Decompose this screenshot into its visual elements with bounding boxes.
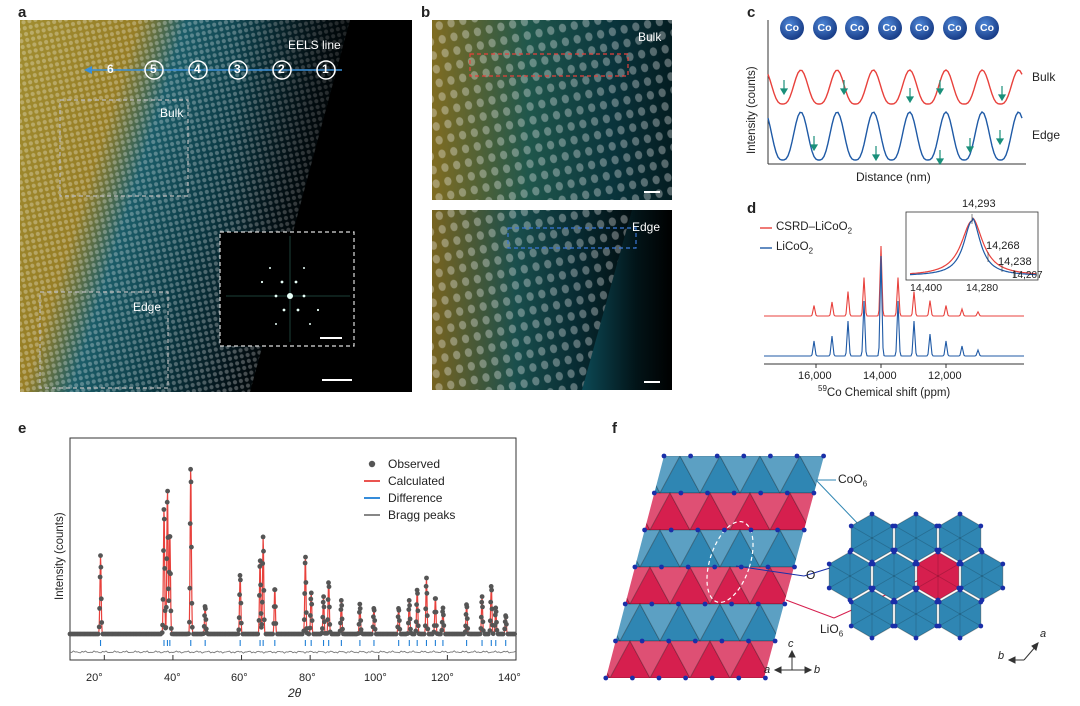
xtick-16000: 16,000: [798, 370, 832, 382]
axis-b-label-left: b: [814, 664, 821, 676]
axis-a-label-left: a: [764, 664, 771, 676]
eels-pos-6: 6: [107, 62, 114, 76]
co-atom: Co: [942, 16, 967, 40]
co-atom: Co: [780, 16, 804, 40]
e-xtick-20: 20°: [86, 672, 103, 684]
eels-pos-1: 1: [322, 62, 329, 76]
axis-a-label-right: a: [1040, 628, 1047, 640]
panel-d-nmr-plot: [760, 211, 1039, 368]
e-xtick-60: 60°: [231, 672, 248, 684]
panel-b-edge-label: Edge: [632, 220, 661, 234]
lco-nmr-line: [764, 255, 1024, 357]
panel-c: Co Co Co Co Co Co Co Intensity (counts) Distan…: [746, 12, 1070, 200]
co-atom: Co: [910, 16, 934, 40]
panel-label-a: a: [18, 4, 27, 21]
panel-b-edge-image: Edge: [432, 210, 672, 390]
panel-b-bulk-label: Bulk: [638, 30, 662, 44]
legend-calculated: Calculated: [388, 474, 445, 488]
calculated-pattern: [70, 469, 516, 635]
axis-c-label: c: [788, 638, 794, 650]
edge-intensity-line: [767, 110, 1023, 161]
legend-bragg: Bragg peaks: [388, 508, 456, 522]
panel-label-d: d: [747, 200, 757, 217]
inset-label-14293: 14,293: [962, 198, 996, 210]
eels-pos-3: 3: [234, 62, 241, 76]
panel-c-xlabel: Distance (nm): [856, 170, 931, 184]
eels-pos-5: 5: [150, 62, 157, 76]
e-xtick-140: 140°: [498, 672, 521, 684]
coo6-label: CoO6: [838, 472, 868, 489]
lio6-label: LiO6: [820, 622, 844, 639]
co-atom: Co: [812, 16, 837, 40]
eels-pos-4: 4: [194, 62, 201, 76]
legend-observed: Observed: [388, 457, 441, 471]
panel-f: CoO6 O LiO6 c a b a b: [600, 440, 1070, 702]
panel-e: Observed Calculated Difference Bragg pea…: [20, 430, 530, 700]
legend-difference: Difference: [388, 491, 443, 505]
panel-c-edge-label: Edge: [1032, 128, 1061, 142]
panel-c-profiles: [767, 20, 1026, 166]
co-atom: Co: [877, 16, 902, 40]
csrd-nmr-line: [764, 245, 1024, 317]
panel-label-e: e: [18, 420, 27, 437]
panel-e-xlabel: 2θ: [288, 686, 302, 700]
fft-inset: [219, 231, 355, 347]
panel-a-lattice: [20, 20, 412, 392]
co-atom: Co: [845, 16, 869, 40]
bulk-box: [59, 99, 189, 197]
e-xtick-100: 100°: [364, 672, 387, 684]
edge-profile-box: [507, 227, 637, 249]
panel-e-xrd-plot: [67, 437, 517, 661]
panel-label-c: c: [747, 4, 756, 21]
panel-label-f: f: [612, 420, 617, 437]
panel-c-ylabel: Intensity (counts): [746, 66, 758, 154]
inset-label-14238: 14,238: [998, 256, 1032, 268]
panel-e-ylabel: Intensity (counts): [54, 512, 66, 600]
panel-label-b: b: [421, 4, 431, 21]
panel-c-bulk-label: Bulk: [1032, 70, 1056, 84]
e-xtick-120: 120°: [431, 672, 454, 684]
co-atom-row: Co Co Co Co Co Co Co: [780, 16, 1020, 42]
bulk-profile-box: [469, 53, 629, 77]
e-xtick-80: 80°: [299, 672, 316, 684]
panel-d-xlabel: 59Co Chemical shift (ppm): [818, 384, 951, 399]
e-xtick-40: 40°: [164, 672, 181, 684]
o-label: O: [806, 568, 816, 582]
inset-xtick-14400: 14,400: [910, 282, 943, 294]
co-atom: Co: [975, 16, 999, 40]
xtick-14000: 14,000: [863, 370, 897, 382]
octahedra-cluster: [826, 511, 1006, 641]
panel-a-bulk-label: Bulk: [160, 106, 184, 120]
panel-d: CSRD–LiCoO2 LiCoO2 14,293 14,268 14,238 …: [750, 198, 1070, 406]
edge-box: [39, 291, 169, 389]
inset-label-14207: 14,207: [1012, 270, 1043, 281]
legend-lco: LiCoO2: [776, 241, 814, 256]
panel-f-crystal-structure: [603, 453, 1039, 681]
axis-b-label-right: b: [998, 650, 1005, 662]
panel-a-edge-label: Edge: [133, 300, 162, 314]
eels-pos-2: 2: [278, 62, 285, 76]
eels-line-label: EELS line: [288, 38, 341, 52]
bulk-intensity-line: [767, 69, 1023, 105]
difference-curve: [69, 650, 517, 654]
inset-label-14268: 14,268: [986, 240, 1020, 252]
panel-a-stem-image: EELS line 6 5 4 3 2 1 Bulk Edge: [20, 20, 412, 392]
panel-b-bulk-image: Bulk: [432, 20, 672, 200]
legend-csrd: CSRD–LiCoO2: [776, 221, 853, 236]
inset-xtick-14280: 14,280: [966, 282, 999, 294]
xtick-12000: 12,000: [928, 370, 962, 382]
bragg-peak-ticks: [99, 640, 507, 646]
